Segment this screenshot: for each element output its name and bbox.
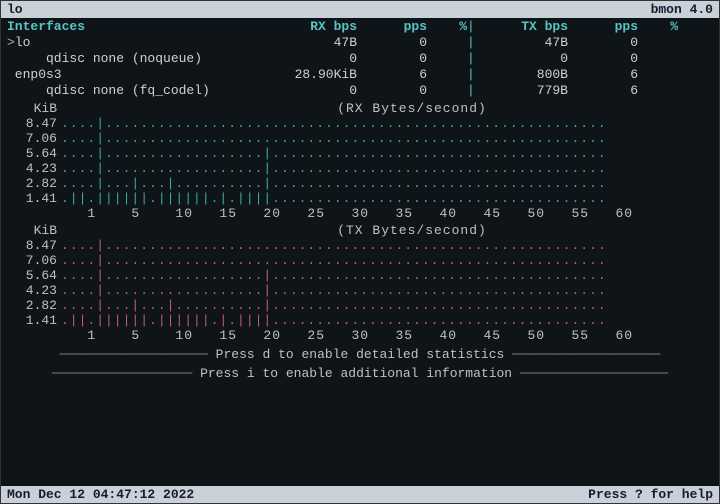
- tx-pct: [638, 67, 678, 83]
- tx-unit: KiB: [7, 223, 61, 238]
- chart-line: .||.||||||.||||||.|.||||................…: [61, 191, 713, 206]
- col-interfaces: Interfaces: [7, 19, 257, 34]
- col-rxpps: pps: [357, 19, 427, 34]
- iface-name: qdisc none (noqueue): [7, 51, 257, 67]
- chart-line: ....|...|...|..........|................…: [61, 298, 713, 313]
- ylabel: 5.64: [7, 146, 61, 161]
- rx-bps: 0: [257, 51, 357, 67]
- tx-pps: 0: [568, 51, 638, 67]
- rx-pps: 6: [357, 67, 427, 83]
- table-row[interactable]: enp0s328.90KiB6|800B6: [1, 67, 719, 83]
- rx-pct: [427, 51, 467, 67]
- tx-chart: KiB (TX Bytes/second) 8.47....|.........…: [1, 221, 719, 343]
- ylabel: 1.41: [7, 191, 61, 206]
- ylabel: 8.47: [7, 116, 61, 131]
- hint-d: ─────────────────── Press d to enable de…: [1, 347, 719, 362]
- ylabel: 7.06: [7, 253, 61, 268]
- ylabel: 1.41: [7, 313, 61, 328]
- app-version: bmon 4.0: [651, 2, 713, 17]
- rx-pps: 0: [357, 51, 427, 67]
- col-txpct: %: [638, 19, 678, 34]
- col-rxbps: RX bps: [257, 19, 357, 34]
- ylabel: 7.06: [7, 131, 61, 146]
- rx-xaxis: 1 5 10 15 20 25 30 35 40 45 50 55 60: [61, 206, 713, 221]
- chart-line: ....|..................|................…: [61, 161, 713, 176]
- tx-pps: 0: [568, 35, 638, 51]
- chart-line: ....|...................................…: [61, 253, 713, 268]
- hint-i: ────────────────── Press i to enable add…: [1, 366, 719, 381]
- tx-pps: 6: [568, 83, 638, 99]
- ylabel: 4.23: [7, 161, 61, 176]
- tx-xaxis: 1 5 10 15 20 25 30 35 40 45 50 55 60: [61, 328, 713, 343]
- chart-line: ....|...|...|..........|................…: [61, 176, 713, 191]
- chart-line: ....|..................|................…: [61, 146, 713, 161]
- tx-bps: 0: [468, 51, 568, 67]
- ylabel: 4.23: [7, 283, 61, 298]
- iface-name: qdisc none (fq_codel): [7, 83, 257, 99]
- chart-line: .||.||||||.||||||.|.||||................…: [61, 313, 713, 328]
- rx-bps: 47B: [257, 35, 357, 51]
- chart-line: ....|..................|................…: [61, 268, 713, 283]
- rx-pct: [427, 35, 467, 51]
- rx-title: (RX Bytes/second): [111, 101, 713, 116]
- ylabel: 2.82: [7, 298, 61, 313]
- tx-pct: [638, 35, 678, 51]
- iface-name: enp0s3: [7, 67, 257, 83]
- title-bar: lo bmon 4.0: [1, 1, 719, 18]
- tx-bps: 800B: [468, 67, 568, 83]
- help-hint: Press ? for help: [588, 487, 713, 502]
- rx-pct: [427, 67, 467, 83]
- col-txbps: TX bps: [468, 19, 568, 34]
- ylabel: 8.47: [7, 238, 61, 253]
- tx-title: (TX Bytes/second): [111, 223, 713, 238]
- rx-pps: 0: [357, 35, 427, 51]
- col-rxpct: %: [427, 19, 467, 34]
- rx-pps: 0: [357, 83, 427, 99]
- tx-pct: [638, 83, 678, 99]
- chart-line: ....|...................................…: [61, 116, 713, 131]
- chart-line: ....|..................|................…: [61, 283, 713, 298]
- tx-pps: 6: [568, 67, 638, 83]
- rx-unit: KiB: [7, 101, 61, 116]
- current-interface: lo: [7, 2, 23, 17]
- tx-bps: 779B: [468, 83, 568, 99]
- ylabel: 5.64: [7, 268, 61, 283]
- rx-bps: 0: [257, 83, 357, 99]
- rx-chart: KiB (RX Bytes/second) 8.47....|.........…: [1, 99, 719, 221]
- interface-list[interactable]: >lo47B0|47B0 qdisc none (noqueue)00|00 e…: [1, 35, 719, 99]
- ylabel: 2.82: [7, 176, 61, 191]
- table-row[interactable]: >lo47B0|47B0: [1, 35, 719, 51]
- datetime: Mon Dec 12 04:47:12 2022: [7, 487, 194, 502]
- table-row[interactable]: qdisc none (noqueue)00|00: [1, 51, 719, 67]
- rx-bps: 28.90KiB: [257, 67, 357, 83]
- col-txpps: pps: [568, 19, 638, 34]
- tx-pct: [638, 51, 678, 67]
- chart-line: ....|...................................…: [61, 238, 713, 253]
- chart-line: ....|...................................…: [61, 131, 713, 146]
- table-row[interactable]: qdisc none (fq_codel)00|779B6: [1, 83, 719, 99]
- tx-bps: 47B: [468, 35, 568, 51]
- status-bar: Mon Dec 12 04:47:12 2022 Press ? for hel…: [1, 486, 719, 503]
- iface-name: >lo: [7, 35, 257, 51]
- table-header: Interfaces RX bps pps % | TX bps pps %: [1, 18, 719, 35]
- rx-pct: [427, 83, 467, 99]
